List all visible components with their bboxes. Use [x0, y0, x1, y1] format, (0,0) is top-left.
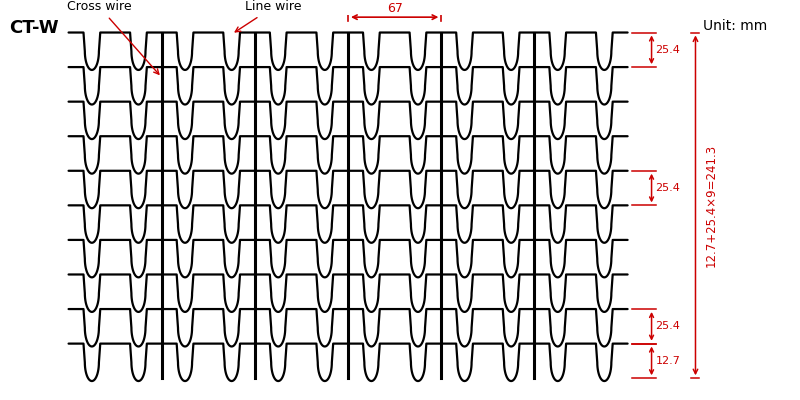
Text: Line wire: Line wire	[235, 0, 302, 32]
Text: 25.4: 25.4	[655, 321, 681, 331]
Text: 25.4: 25.4	[655, 183, 681, 193]
Text: Unit: mm: Unit: mm	[703, 19, 768, 33]
Text: 67: 67	[386, 2, 402, 15]
Text: 25.4: 25.4	[655, 45, 681, 55]
Text: Cross wire: Cross wire	[67, 0, 159, 74]
Text: 12.7+25.4×9=241.3: 12.7+25.4×9=241.3	[705, 144, 718, 267]
Text: 12.7: 12.7	[655, 356, 681, 366]
Text: CT-W: CT-W	[9, 19, 58, 37]
